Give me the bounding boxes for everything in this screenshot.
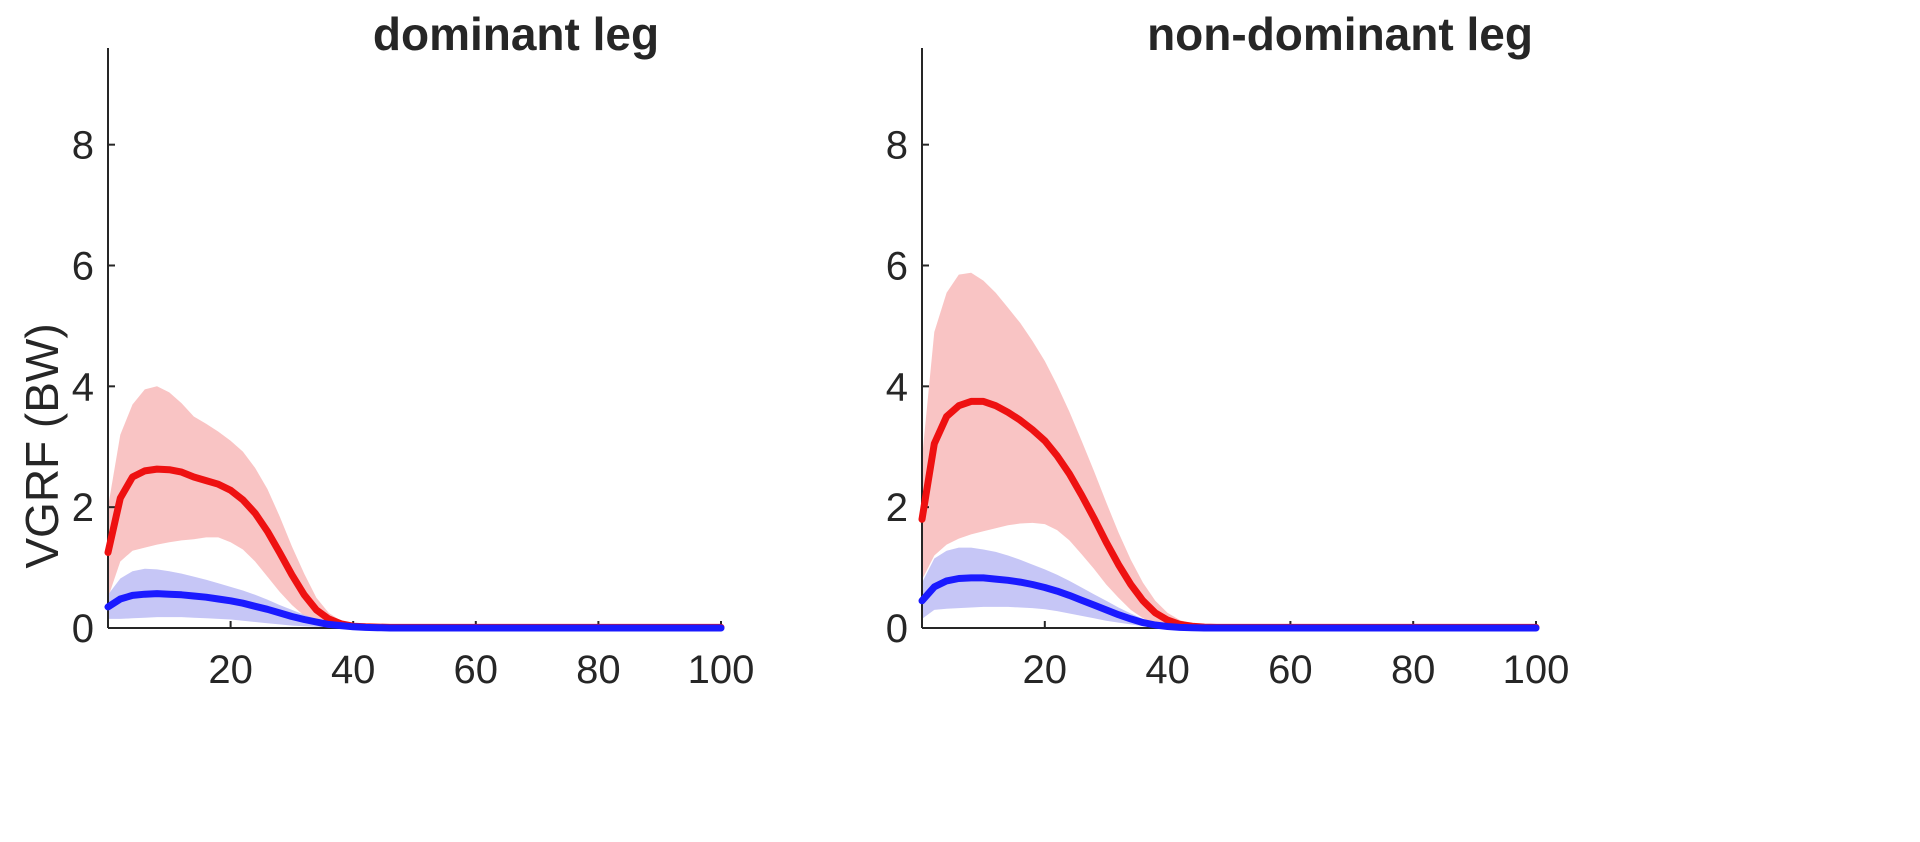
x-tick-label: 40	[1145, 648, 1190, 692]
x-tick-label: 60	[454, 648, 499, 692]
confidence-band-0	[108, 386, 721, 628]
x-tick-label: 80	[576, 648, 621, 692]
y-tick-label: 6	[72, 245, 94, 289]
y-tick-label: 6	[886, 245, 908, 289]
plot-area-non-dominant: 0 2 4 6 8 20 40 60 80 100	[886, 48, 1570, 692]
confidence-band-1	[108, 568, 721, 628]
x-tick-label: 20	[1023, 648, 1068, 692]
x-tick-label: 100	[688, 648, 755, 692]
y-tick-label: 4	[886, 365, 908, 409]
x-tick-label: 80	[1391, 648, 1436, 692]
y-tick-label: 2	[886, 486, 908, 530]
y-axis-label: VGRF (BW)	[16, 323, 68, 568]
x-tick-label: 40	[331, 648, 376, 692]
confidence-band-0	[922, 272, 1536, 628]
y-tick-label: 0	[886, 607, 908, 651]
panel-title-dominant: dominant leg	[373, 8, 659, 60]
y-tick-label: 8	[886, 124, 908, 168]
x-tick-label: 60	[1268, 648, 1313, 692]
chart-panel-non-dominant: non-dominant leg 0 2 4 6 8 20 40 60 80 100	[886, 8, 1570, 692]
series-line-1	[918, 574, 1540, 632]
y-tick-label: 8	[72, 124, 94, 168]
plot-area-dominant: 0 2 4 6 8 20 40 60 80 100	[72, 48, 755, 692]
x-tick-label: 100	[1503, 648, 1570, 692]
confidence-band-1	[922, 547, 1536, 628]
y-tick-label: 0	[72, 607, 94, 651]
chart-panel-dominant: dominant leg VGRF (BW) 0 2 4 6 8 20 40 60 80 100	[16, 8, 754, 692]
y-tick-label: 4	[72, 365, 94, 409]
panel-title-non-dominant: non-dominant leg	[1147, 8, 1533, 60]
y-tick-label: 2	[72, 486, 94, 530]
series-line-1	[104, 590, 725, 632]
x-tick-label: 20	[208, 648, 253, 692]
